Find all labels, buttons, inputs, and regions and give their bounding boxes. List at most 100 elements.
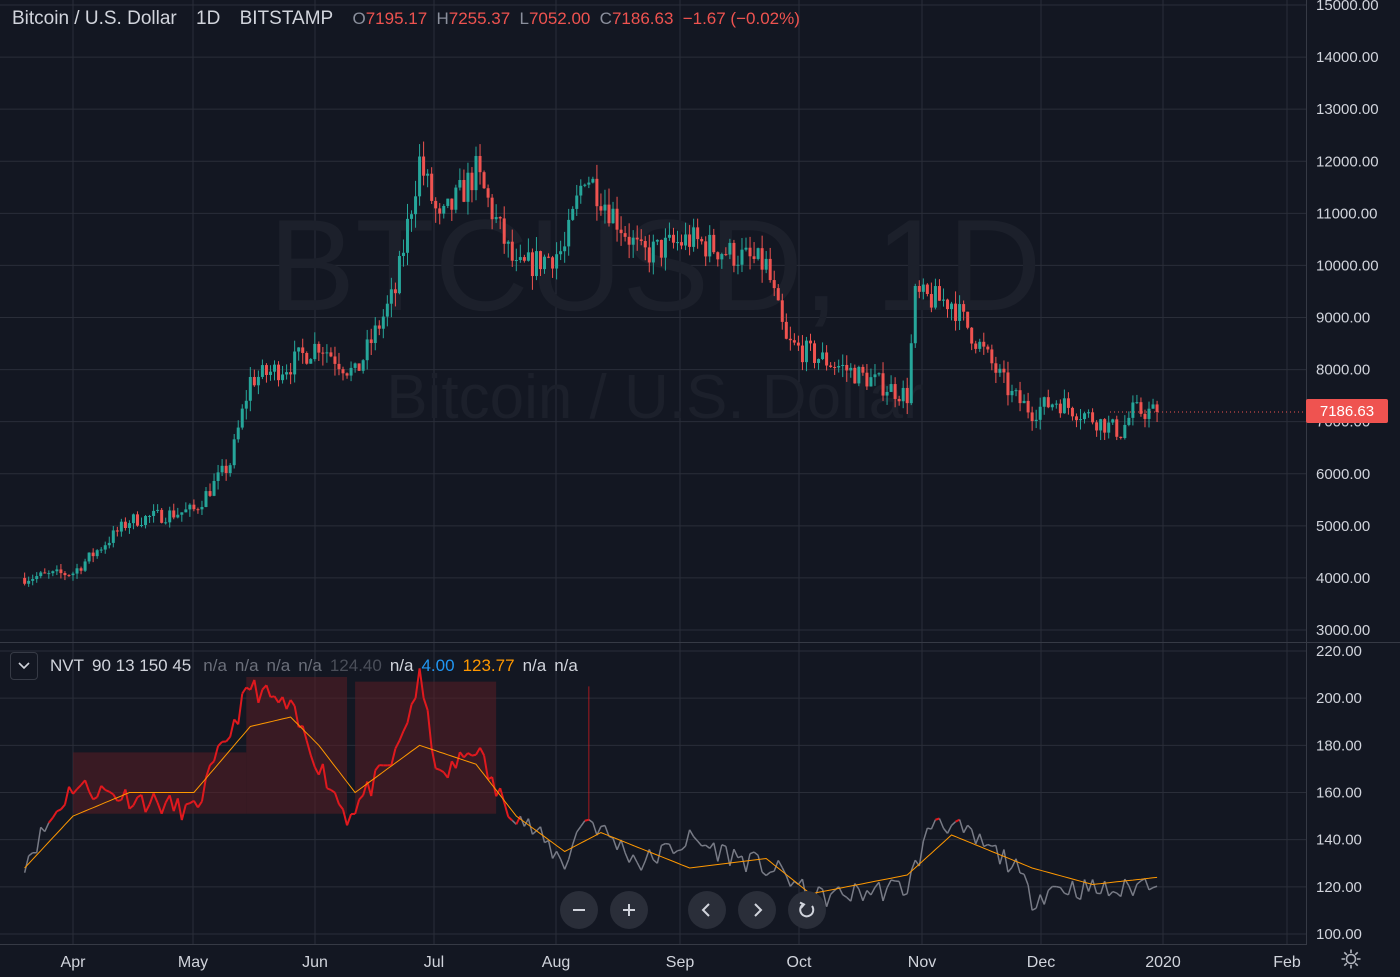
- nvt-line-segment: [713, 842, 719, 862]
- nvt-line-segment: [463, 752, 469, 759]
- candle: [51, 570, 55, 577]
- candle-body: [1038, 406, 1042, 420]
- nvt-line-segment: [172, 798, 179, 812]
- candle-body: [720, 254, 724, 260]
- nvt-line-segment: [515, 815, 522, 825]
- candle: [885, 386, 889, 405]
- candle: [724, 247, 728, 257]
- nvt-line-segment: [1039, 894, 1045, 905]
- candle-body: [79, 568, 83, 571]
- nvt-line-segment: [910, 859, 916, 872]
- nvt-line-segment: [656, 845, 663, 864]
- candle-body: [1026, 400, 1030, 413]
- candle-body: [337, 363, 341, 370]
- candle: [1050, 403, 1054, 411]
- price-candles: [23, 141, 1306, 587]
- nvt-line-segment: [890, 879, 896, 882]
- candle: [712, 228, 716, 255]
- candle: [224, 459, 228, 481]
- candle: [744, 237, 748, 252]
- candle-body: [260, 365, 264, 377]
- candle: [55, 565, 59, 576]
- nvt-line-segment: [906, 870, 912, 894]
- candle-body: [325, 352, 329, 354]
- price-axis[interactable]: 15000.00 14000.00 13000.00 12000.00 11000.00…: [1316, 0, 1379, 639]
- ohlc-high: H7255.37: [436, 9, 511, 28]
- nvt-line-segment: [414, 668, 421, 699]
- candle: [273, 360, 276, 381]
- symbol-interval[interactable]: 1D: [196, 8, 221, 29]
- candle: [377, 320, 381, 336]
- candle-body: [744, 247, 748, 250]
- scroll-right-button[interactable]: [738, 891, 776, 929]
- candle: [293, 340, 297, 383]
- nvt-line-segment: [1067, 880, 1074, 895]
- candle: [982, 332, 986, 355]
- candle-body: [974, 343, 978, 349]
- nvt-line-segment: [439, 768, 445, 774]
- indicator-name[interactable]: NVT: [50, 656, 84, 675]
- gear-icon[interactable]: [1340, 948, 1362, 970]
- zoom-in-button[interactable]: [610, 891, 648, 929]
- nvt-line-segment: [273, 695, 280, 704]
- candle: [172, 503, 176, 520]
- nvt-line-segment: [975, 833, 981, 845]
- nvt-line-segment: [684, 829, 691, 847]
- candle-body: [994, 363, 998, 373]
- nvt-line-segment: [830, 889, 836, 895]
- candle: [518, 244, 522, 263]
- zoom-out-button[interactable]: [560, 891, 598, 929]
- nvt-axis[interactable]: 220.00 200.00 180.00 160.00 140.00 120.00 100.…: [1316, 643, 1362, 943]
- candle: [490, 194, 494, 230]
- nvt-line-segment: [479, 747, 485, 756]
- nvt-line-segment: [866, 889, 872, 896]
- candle-body: [123, 521, 127, 528]
- candle: [438, 203, 442, 225]
- candle-body: [144, 516, 148, 525]
- collapse-legend-button[interactable]: [10, 652, 38, 680]
- candle: [156, 504, 160, 513]
- scroll-left-button[interactable]: [688, 891, 726, 929]
- candle: [39, 571, 43, 579]
- candle: [784, 313, 788, 340]
- candle-body: [103, 545, 107, 550]
- nvt-line-segment: [1148, 886, 1154, 891]
- nvt-line-segment: [213, 745, 220, 762]
- candle: [974, 340, 978, 354]
- reset-chart-button[interactable]: [788, 891, 826, 929]
- candle-body: [712, 234, 716, 253]
- nvt-line-segment: [422, 697, 429, 711]
- candle: [853, 364, 857, 384]
- price-tick-label: 9000.00: [1316, 310, 1370, 327]
- candle: [228, 463, 232, 477]
- nvt-line-segment: [677, 849, 682, 852]
- candle: [1087, 409, 1091, 418]
- candle: [216, 464, 220, 490]
- time-axis[interactable]: Apr May Jun Jul Aug Sep Oct Nov Dec 2020 Feb: [61, 954, 1301, 971]
- candle-body: [353, 363, 357, 368]
- price-tick-label: 12000.00: [1316, 153, 1379, 170]
- candle: [998, 364, 1002, 377]
- time-tick-label: Jul: [424, 954, 444, 971]
- nvt-line-segment: [370, 770, 377, 797]
- candle-body: [470, 172, 474, 191]
- candle: [321, 347, 325, 366]
- candle-body: [1058, 403, 1062, 414]
- nvt-line-segment: [270, 695, 275, 698]
- nvt-line-segment: [132, 796, 139, 806]
- candle-body: [615, 208, 619, 230]
- candle-body: [865, 372, 869, 387]
- candle: [59, 564, 63, 579]
- reset-icon: [799, 901, 815, 918]
- symbol-name[interactable]: Bitcoin / U.S. Dollar: [12, 8, 177, 29]
- candle: [466, 162, 470, 215]
- candle-body: [603, 204, 607, 211]
- candle: [579, 179, 583, 204]
- candle-body: [530, 252, 534, 277]
- candle: [148, 514, 152, 523]
- nvt-line-segment: [435, 767, 441, 771]
- candle-body: [837, 366, 841, 368]
- candle: [345, 372, 349, 379]
- symbol-exchange[interactable]: BITSTAMP: [239, 8, 334, 29]
